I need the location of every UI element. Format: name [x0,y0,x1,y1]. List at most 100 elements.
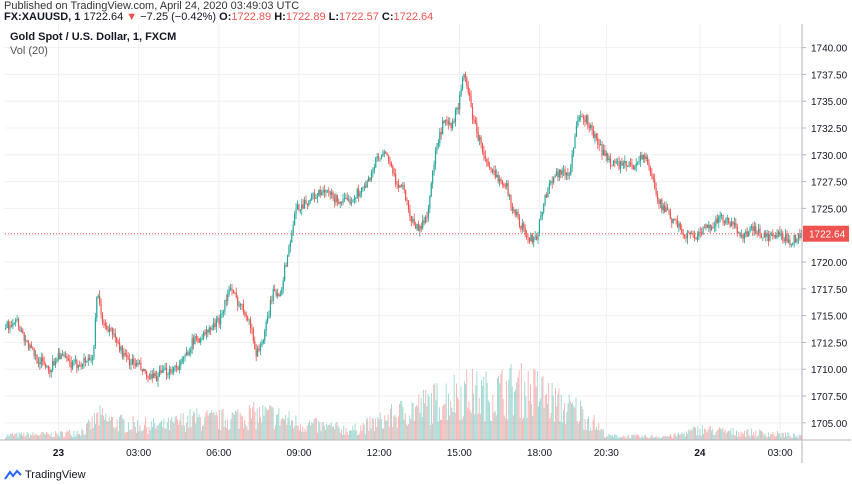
candle-body [538,219,541,234]
volume-bar [691,430,693,440]
candle-body [160,370,162,373]
candle-body [494,170,496,178]
candle-body [248,319,250,321]
candle-body [597,138,599,145]
volume-bar [223,426,225,440]
volume-bar [459,420,461,440]
volume-bar [413,420,415,440]
candle-body [380,155,383,159]
volume-bar [360,425,362,440]
candle-body [449,122,451,125]
candle-body [377,156,380,159]
volume-bar [240,415,242,440]
volume-bar [440,419,441,440]
candle-body [417,224,420,231]
candle-body [691,233,693,235]
candle-body [427,208,430,218]
volume-bar [592,419,594,440]
volume-bar [498,375,500,440]
volume-bar [322,421,324,440]
candle-body [765,232,767,237]
high-label: H: [274,11,286,23]
volume-bar [514,391,515,440]
volume-bar [585,430,587,440]
last-price-badge-text: 1722.64 [809,230,846,241]
volume-bar [325,429,326,440]
volume-bar [787,432,789,440]
candle-body [537,233,539,240]
volume-bar [510,364,512,440]
candle-body [114,333,116,338]
candle-body [386,152,388,156]
volume-bar [500,373,502,440]
volume-bar [425,389,427,440]
candle-body [37,362,40,363]
volume-bar [593,415,595,440]
price-tick-label: 1720.00 [811,258,848,269]
volume-bar [36,435,38,440]
candle-body [794,234,797,243]
candle-body [167,374,169,376]
volume-bar [163,418,165,440]
candle-body [349,199,351,205]
volume-bar [257,422,259,440]
volume-bar [544,395,546,440]
volume-bar [640,437,642,440]
candle-body [655,187,657,194]
chart-grid [5,24,802,440]
volume-bar [576,421,578,440]
candle-body [113,333,115,335]
volume-bar [551,382,553,440]
high-value: 1722.89 [285,11,326,23]
volume-bar [169,430,170,440]
candle-body [358,188,360,197]
candle-body [143,369,145,372]
volume-bar [113,426,115,440]
volume-bar [411,402,413,440]
candle-body [265,322,267,331]
volume-bar [239,412,241,440]
open-label: O: [219,11,232,23]
volume-bar [327,425,329,440]
candle-body [500,179,502,181]
volume-bar [328,424,330,440]
volume-bar [651,435,653,440]
volume-bar [38,435,40,440]
volume-bar [285,414,287,440]
volume-bar [408,423,410,440]
candle-body [722,214,724,222]
volume-bar [306,425,308,440]
candle-body [291,233,293,243]
volume-bar [92,427,94,440]
candle-body [469,92,471,97]
price-tick-label: 1715.00 [811,312,848,323]
volume-bar [410,419,412,440]
volume-bar [265,408,267,440]
volume-bar [366,419,367,440]
candle-body [557,171,559,178]
candle-body [681,229,683,233]
candle-body [545,194,548,198]
candle-body [111,328,114,335]
volume-bar [205,412,207,440]
volume-bar [103,415,104,440]
candle-body [746,231,748,237]
volume-bar [131,429,133,440]
volume-bar [376,427,378,440]
candle-body [661,199,663,210]
volume-bar [338,427,340,440]
volume-bar [673,434,675,440]
candlestick-chart[interactable]: 1705.00 1707.50 1710.00 1712.50 1715.00 1717.… [0,24,851,464]
volume-bar [481,379,482,440]
candle-body [644,154,646,160]
candle-body [440,132,442,135]
volume-bar [506,381,507,440]
candle-body [473,119,475,121]
volume-bar [112,417,114,440]
candle-body [467,86,469,93]
candle-body [60,354,62,360]
candle-body [64,356,67,357]
volume-bar [785,433,786,440]
candle-body [443,120,445,123]
candle-body [104,323,106,326]
